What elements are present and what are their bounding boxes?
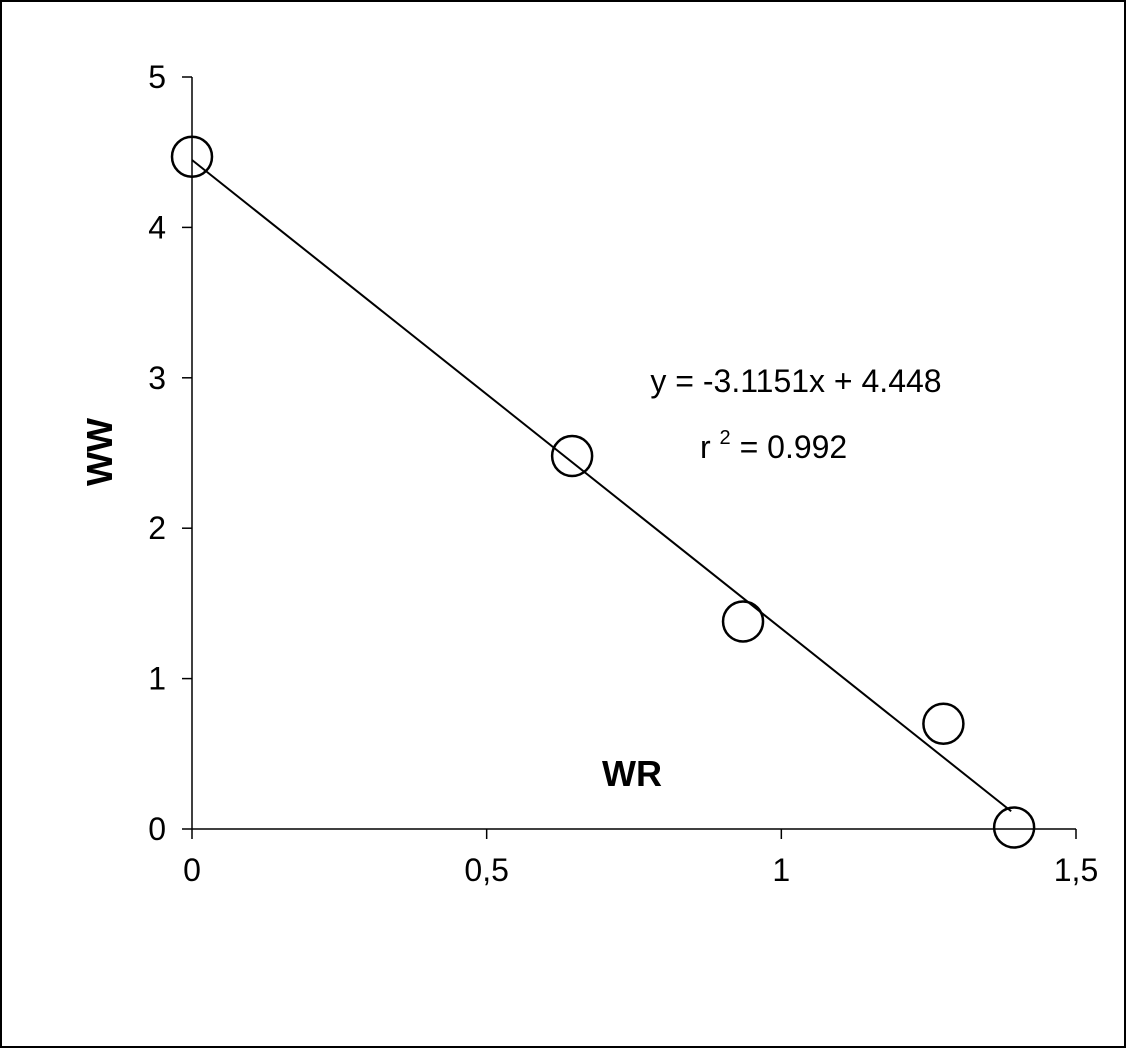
x-tick-label: 0	[183, 852, 201, 888]
x-tick-label: 0,5	[464, 852, 508, 888]
y-tick-label: 2	[148, 510, 166, 546]
x-axis-title: WR	[602, 753, 662, 794]
y-tick-label: 3	[148, 360, 166, 396]
x-tick-label: 1	[772, 852, 790, 888]
y-axis: 0 1 2 3 4 5	[148, 59, 193, 847]
r-squared-value: = 0.992	[740, 429, 848, 465]
y-tick-label: 4	[148, 209, 166, 245]
y-tick-label: 0	[148, 811, 166, 847]
data-points	[170, 135, 1036, 849]
data-point	[550, 434, 594, 478]
data-point	[721, 600, 765, 643]
y-axis-title: WW	[79, 418, 120, 486]
r-squared-label: r 2 = 0.992	[700, 415, 847, 465]
data-point	[922, 702, 965, 745]
x-axis: 0 0,5 1 1,5	[183, 828, 1098, 888]
data-point	[992, 806, 1036, 849]
data-point	[170, 135, 214, 178]
trendline	[191, 159, 1012, 813]
y-tick-label: 1	[148, 661, 166, 697]
trendline-group	[191, 159, 1012, 813]
r-squared-prefix: r	[700, 429, 711, 465]
r-squared-exponent: 2	[720, 427, 731, 449]
y-tick-label: 5	[148, 59, 166, 95]
x-tick-label: 1,5	[1054, 852, 1098, 888]
trendline-equation: y = -3.1151x + 4.448	[650, 363, 941, 399]
